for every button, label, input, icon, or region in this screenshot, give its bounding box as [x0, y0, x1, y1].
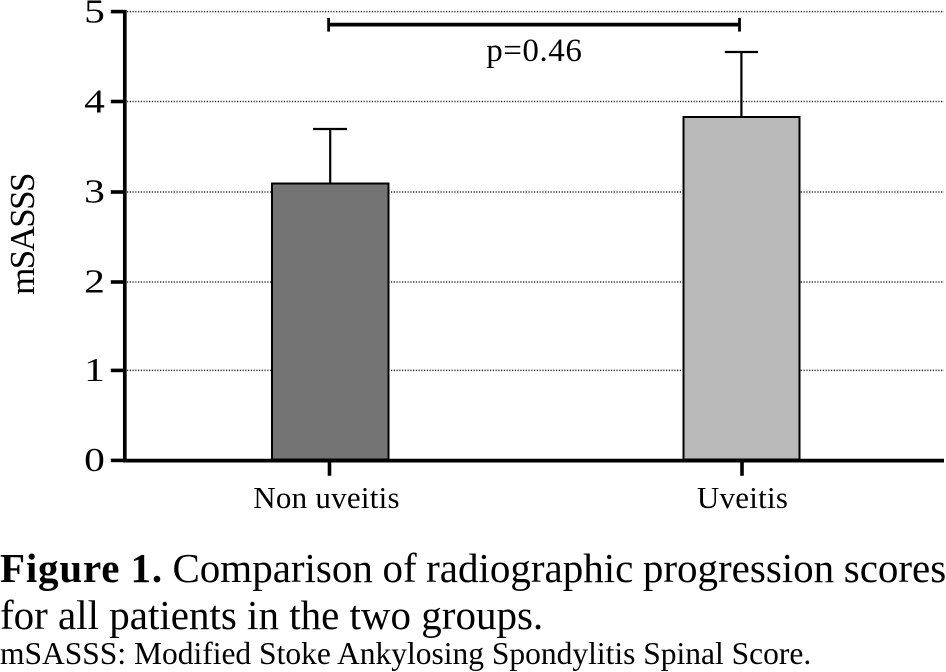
svg-text:2: 2 [84, 263, 105, 301]
svg-text:p=0.46: p=0.46 [486, 33, 582, 69]
svg-text:Non uveitis: Non uveitis [253, 480, 400, 515]
svg-text:1: 1 [84, 352, 105, 390]
svg-text:0: 0 [84, 442, 105, 480]
svg-text:4: 4 [84, 83, 105, 121]
svg-text:Uveitis: Uveitis [697, 480, 788, 515]
svg-text:5: 5 [84, 0, 105, 30]
svg-text:3: 3 [84, 173, 105, 211]
svg-text:mSASSS: mSASSS [3, 174, 42, 295]
